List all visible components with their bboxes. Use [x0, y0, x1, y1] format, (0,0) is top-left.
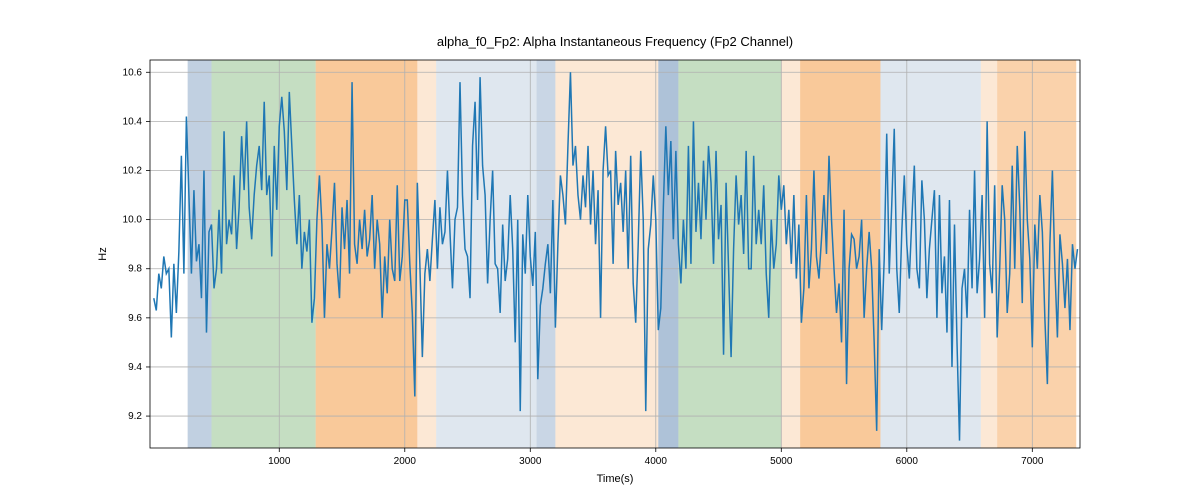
x-tick-label: 2000	[394, 456, 417, 467]
y-tick-label: 9.8	[128, 264, 142, 275]
x-tick-labels: 1000 2000 3000 4000 5000 6000 7000	[268, 456, 1044, 467]
x-tick-label: 5000	[770, 456, 793, 467]
x-tick-label: 7000	[1021, 456, 1044, 467]
chart-title: alpha_f0_Fp2: Alpha Instantaneous Freque…	[437, 34, 793, 49]
y-tick-label: 9.6	[128, 313, 142, 324]
y-tick-label: 9.4	[128, 362, 142, 373]
y-tick-label: 9.2	[128, 411, 142, 422]
x-tick-label: 4000	[645, 456, 668, 467]
y-axis-label: Hz	[97, 247, 109, 260]
y-tick-label: 10.6	[123, 67, 143, 78]
x-axis-label: Time(s)	[597, 473, 634, 485]
background-band	[658, 60, 678, 448]
y-tick-label: 10.4	[123, 116, 143, 127]
y-tick-label: 10.2	[123, 166, 143, 177]
line-chart: 1000200030004000500060007000 9.29.49.69.…	[0, 0, 1200, 500]
background-band	[555, 60, 658, 448]
y-tick-labels: 9.2 9.4 9.6 9.8 10.0 10.2 10.4 10.6	[123, 67, 143, 422]
background-band	[800, 60, 880, 448]
x-tick-label: 6000	[896, 456, 919, 467]
x-tick-label: 3000	[519, 456, 542, 467]
x-tick-label: 1000	[268, 456, 291, 467]
y-tick-label: 10.0	[123, 215, 143, 226]
chart-container: 1000200030004000500060007000 9.29.49.69.…	[0, 0, 1200, 500]
background-band	[880, 60, 980, 448]
